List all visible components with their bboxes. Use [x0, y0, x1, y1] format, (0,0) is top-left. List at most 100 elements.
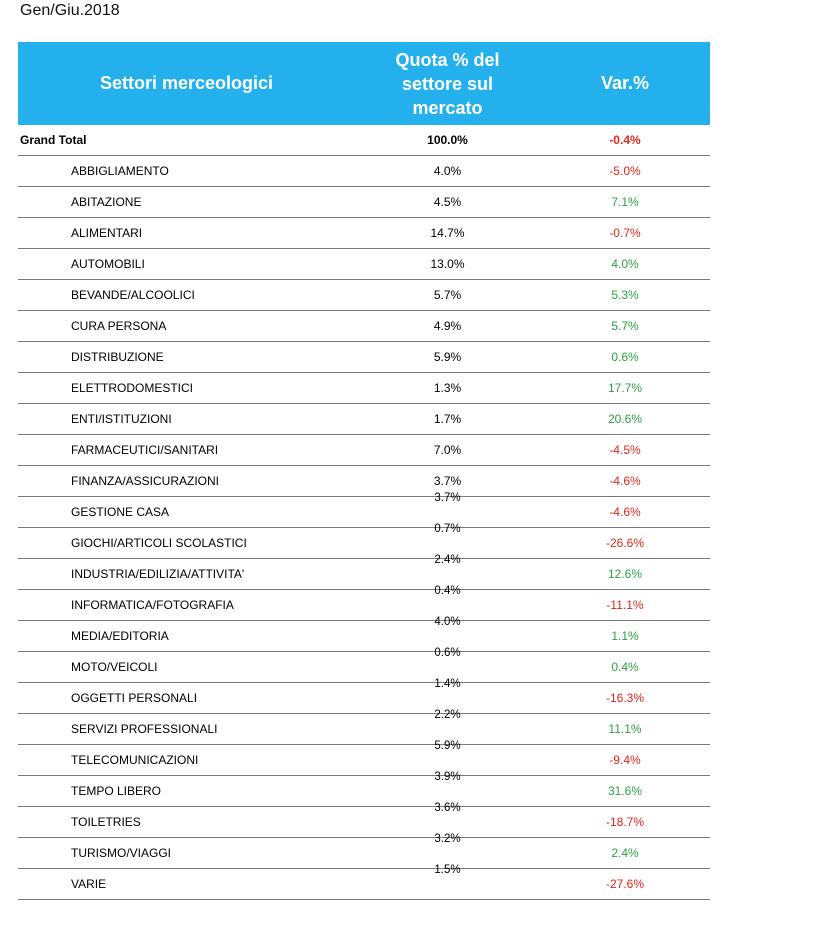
sector-share: 1.5% [434, 864, 461, 876]
sector-share: 5.9% [433, 350, 462, 364]
sector-variation: 20.6% [607, 412, 643, 426]
sector-share: 3.7% [433, 474, 462, 488]
sector-name: GIOCHI/ARTICOLI SCOLASTICI [71, 536, 247, 550]
sector-share: 2.4% [434, 554, 461, 566]
sector-name: AUTOMOBILI [71, 257, 145, 271]
table-row: INFORMATICA/FOTOGRAFIA 0.4% -11.1% [18, 585, 710, 621]
header-share: Quota % del settore sul mercato [395, 49, 500, 118]
sector-share: 0.6% [434, 647, 461, 659]
table-row: GESTIONE CASA 3.7% -4.6% [18, 492, 710, 528]
sector-share: 13.0% [430, 257, 465, 271]
table-header: Settori merceologici Quota % del settore… [18, 42, 710, 125]
sector-name: BEVANDE/ALCOOLICI [71, 288, 195, 302]
sector-variation: 0.6% [611, 350, 639, 364]
table-row: GIOCHI/ARTICOLI SCOLASTICI 0.7% -26.6% [18, 523, 710, 559]
sector-variation: 17.7% [607, 381, 643, 395]
sector-share: 2.2% [434, 709, 461, 721]
sector-variation: -27.6% [605, 877, 645, 891]
sector-name: TURISMO/VIAGGI [71, 846, 172, 860]
sector-share: 0.7% [434, 523, 461, 535]
sector-share: 4.5% [433, 195, 462, 209]
sector-share: 14.7% [430, 226, 465, 240]
sector-share: 4.9% [433, 319, 462, 333]
sector-name: VARIE [71, 877, 107, 891]
sector-variation: -4.6% [609, 505, 641, 519]
table-row: FINANZA/ASSICURAZIONI 3.7% -4.6% [18, 466, 710, 497]
table-row: OGGETTI PERSONALI 1.4% -16.3% [18, 678, 710, 714]
sector-variation: 0.4% [611, 660, 639, 674]
sector-name: GESTIONE CASA [71, 505, 170, 519]
sector-name: TOILETRIES [71, 815, 141, 829]
table-row: TELECOMUNICAZIONI 5.9% -9.4% [18, 740, 710, 776]
sector-name: ABITAZIONE [71, 195, 142, 209]
sector-share: 3.2% [434, 833, 461, 845]
table-row: ALIMENTARI 14.7% -0.7% [18, 218, 710, 249]
sector-name: ENTI/ISTITUZIONI [71, 412, 172, 426]
sector-name: ABBIGLIAMENTO [71, 164, 169, 178]
sector-name: MEDIA/EDITORIA [71, 629, 169, 643]
sector-share: 4.0% [434, 616, 461, 628]
grand-total-share: 100.0% [427, 133, 468, 147]
header-variation: Var.% [600, 73, 650, 93]
sector-share: 3.9% [434, 771, 461, 783]
sector-name: DISTRIBUZIONE [71, 350, 164, 364]
table-row: TEMPO LIBERO 3.9% 31.6% [18, 771, 710, 807]
sector-name: TELECOMUNICAZIONI [71, 753, 199, 767]
sector-variation: 5.3% [611, 288, 639, 302]
table-row: MEDIA/EDITORIA 4.0% 1.1% [18, 616, 710, 652]
table-row: VARIE 1.5% -27.6% [18, 864, 710, 900]
table-row: MOTO/VEICOLI 0.6% 0.4% [18, 647, 710, 683]
header-sector: Settori merceologici [99, 73, 274, 93]
sector-name: MOTO/VEICOLI [71, 660, 158, 674]
sectors-table: Settori merceologici Quota % del settore… [18, 42, 710, 900]
sector-variation: -26.6% [605, 536, 645, 550]
sector-share: 7.0% [433, 443, 462, 457]
sector-variation: -0.7% [609, 226, 641, 240]
sector-variation: 12.6% [607, 567, 643, 581]
sector-rows: ABBIGLIAMENTO 4.0% -5.0% ABITAZIONE 4.5% 7.1%… [18, 156, 710, 900]
sector-variation: -16.3% [605, 691, 645, 705]
sector-share: 3.6% [434, 802, 461, 814]
sector-share: 0.4% [434, 585, 461, 597]
sector-share: 1.4% [434, 678, 461, 690]
sector-name: SERVIZI PROFESSIONALI [71, 722, 218, 736]
sector-variation: 2.4% [611, 846, 639, 860]
table-row: TOILETRIES 3.6% -18.7% [18, 802, 710, 838]
table-row: SERVIZI PROFESSIONALI 2.2% 11.1% [18, 709, 710, 745]
grand-total-row: Grand Total 100.0% -0.4% [18, 125, 710, 156]
table-row: INDUSTRIA/EDILIZIA/ATTIVITA' 2.4% 12.6% [18, 554, 710, 590]
sector-share: 5.9% [434, 740, 461, 752]
sector-variation: -5.0% [609, 164, 641, 178]
sector-share: 5.7% [433, 288, 462, 302]
sector-variation: 31.6% [607, 784, 643, 798]
table-row: ABITAZIONE 4.5% 7.1% [18, 187, 710, 218]
sector-name: FARMACEUTICI/SANITARI [71, 443, 219, 457]
sector-name: OGGETTI PERSONALI [71, 691, 198, 705]
sector-variation: -18.7% [605, 815, 645, 829]
sector-name: INFORMATICA/FOTOGRAFIA [71, 598, 234, 612]
sector-share: 1.3% [433, 381, 462, 395]
table-row: DISTRIBUZIONE 5.9% 0.6% [18, 342, 710, 373]
table-row: ENTI/ISTITUZIONI 1.7% 20.6% [18, 404, 710, 435]
sector-variation: -11.1% [606, 598, 644, 612]
sector-variation: -4.5% [609, 443, 641, 457]
grand-total-variation: -0.4% [609, 133, 641, 147]
table-row: CURA PERSONA 4.9% 5.7% [18, 311, 710, 342]
sector-name: ALIMENTARI [71, 226, 143, 240]
sector-share: 1.7% [433, 412, 462, 426]
grand-total-label: Grand Total [20, 133, 87, 147]
sector-name: CURA PERSONA [71, 319, 167, 333]
table-row: TURISMO/VIAGGI 3.2% 2.4% [18, 833, 710, 869]
sector-name: FINANZA/ASSICURAZIONI [71, 474, 220, 488]
sector-variation: 5.7% [611, 319, 639, 333]
page-caption: Gen/Giu.2018 [20, 2, 120, 19]
table-row: FARMACEUTICI/SANITARI 7.0% -4.5% [18, 435, 710, 466]
sector-variation: 1.1% [611, 629, 639, 643]
sector-name: TEMPO LIBERO [71, 784, 162, 798]
table-row: ABBIGLIAMENTO 4.0% -5.0% [18, 156, 710, 187]
table-row: AUTOMOBILI 13.0% 4.0% [18, 249, 710, 280]
sector-variation: 11.1% [608, 722, 642, 736]
sector-variation: -4.6% [609, 474, 641, 488]
sector-variation: -9.4% [609, 753, 641, 767]
sector-share: 4.0% [433, 164, 462, 178]
